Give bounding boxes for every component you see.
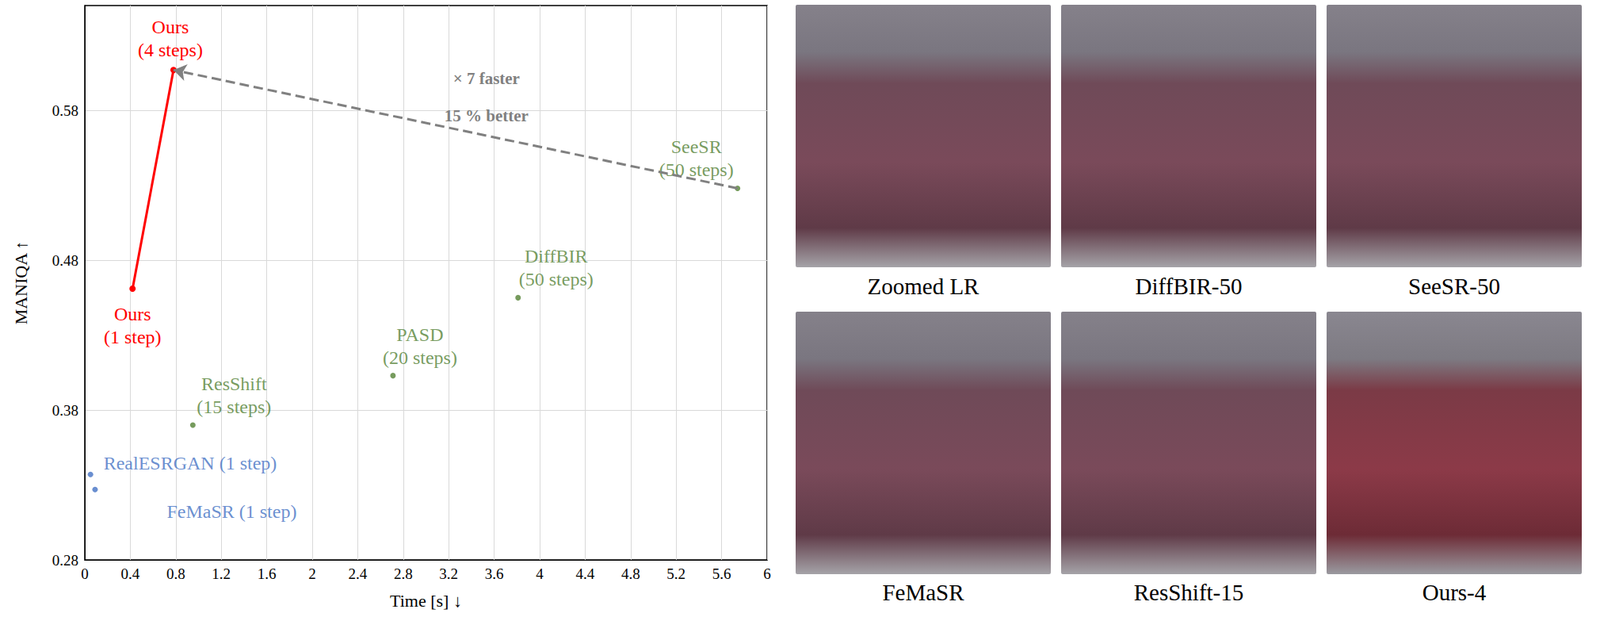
svg-text:PASD: PASD: [396, 324, 443, 345]
svg-text:Ours: Ours: [152, 16, 190, 38]
svg-text:3.2: 3.2: [439, 565, 459, 582]
svg-text:0.4: 0.4: [121, 565, 141, 582]
svg-text:4.4: 4.4: [576, 565, 596, 582]
html-text:Zoomed LR: Zoomed LR: [867, 273, 980, 299]
svg-text:3.6: 3.6: [484, 565, 505, 582]
svg-text:Time [s] ↓: Time [s] ↓: [389, 590, 463, 611]
svg-text:(50 steps): (50 steps): [519, 268, 594, 290]
svg-text:1.2: 1.2: [211, 565, 231, 582]
svg-text:5.2: 5.2: [666, 565, 686, 582]
svg-text:FeMaSR (1 step): FeMaSR (1 step): [166, 500, 297, 522]
svg-text:(50 steps): (50 steps): [659, 159, 734, 180]
html-text:FeMaSR: FeMaSR: [882, 579, 965, 605]
svg-text:(4 steps): (4 steps): [137, 39, 203, 61]
html-text:SeeSR-50: SeeSR-50: [1408, 273, 1501, 299]
svg-text:(15 steps): (15 steps): [196, 396, 272, 417]
svg-text:4: 4: [535, 565, 544, 582]
svg-text:5.6: 5.6: [712, 565, 732, 582]
svg-text:0: 0: [80, 565, 89, 582]
svg-text:0.28: 0.28: [52, 551, 79, 569]
svg-text:2.8: 2.8: [393, 565, 413, 582]
svg-text:2.4: 2.4: [348, 565, 368, 582]
html-text:DiffBIR-50: DiffBIR-50: [1135, 273, 1243, 299]
svg-text:15 % better: 15 % better: [444, 106, 529, 126]
svg-text:0.38: 0.38: [52, 401, 79, 419]
svg-text:(20 steps): (20 steps): [382, 347, 458, 368]
svg-text:0.48: 0.48: [52, 252, 79, 269]
svg-text:MANIQA ↑: MANIQA ↑: [11, 240, 31, 325]
svg-text:4.8: 4.8: [621, 565, 641, 582]
svg-text:1.6: 1.6: [257, 565, 277, 582]
svg-text:2: 2: [308, 565, 317, 582]
html-text:Ours-4: Ours-4: [1422, 579, 1487, 605]
html-text:ResShift-15: ResShift-15: [1133, 579, 1244, 605]
svg-text:ResShift: ResShift: [201, 373, 268, 394]
svg-text:DiffBIR: DiffBIR: [524, 245, 589, 267]
svg-text:0.58: 0.58: [52, 102, 79, 119]
svg-text:Ours: Ours: [114, 303, 152, 325]
svg-text:SeeSR: SeeSR: [671, 136, 722, 157]
svg-text:RealESRGAN (1 step): RealESRGAN (1 step): [103, 452, 278, 474]
svg-text:(1 step): (1 step): [103, 326, 162, 348]
svg-text:0.8: 0.8: [166, 565, 186, 582]
svg-text:× 7 faster: × 7 faster: [453, 68, 520, 88]
svg-text:6: 6: [763, 565, 772, 582]
